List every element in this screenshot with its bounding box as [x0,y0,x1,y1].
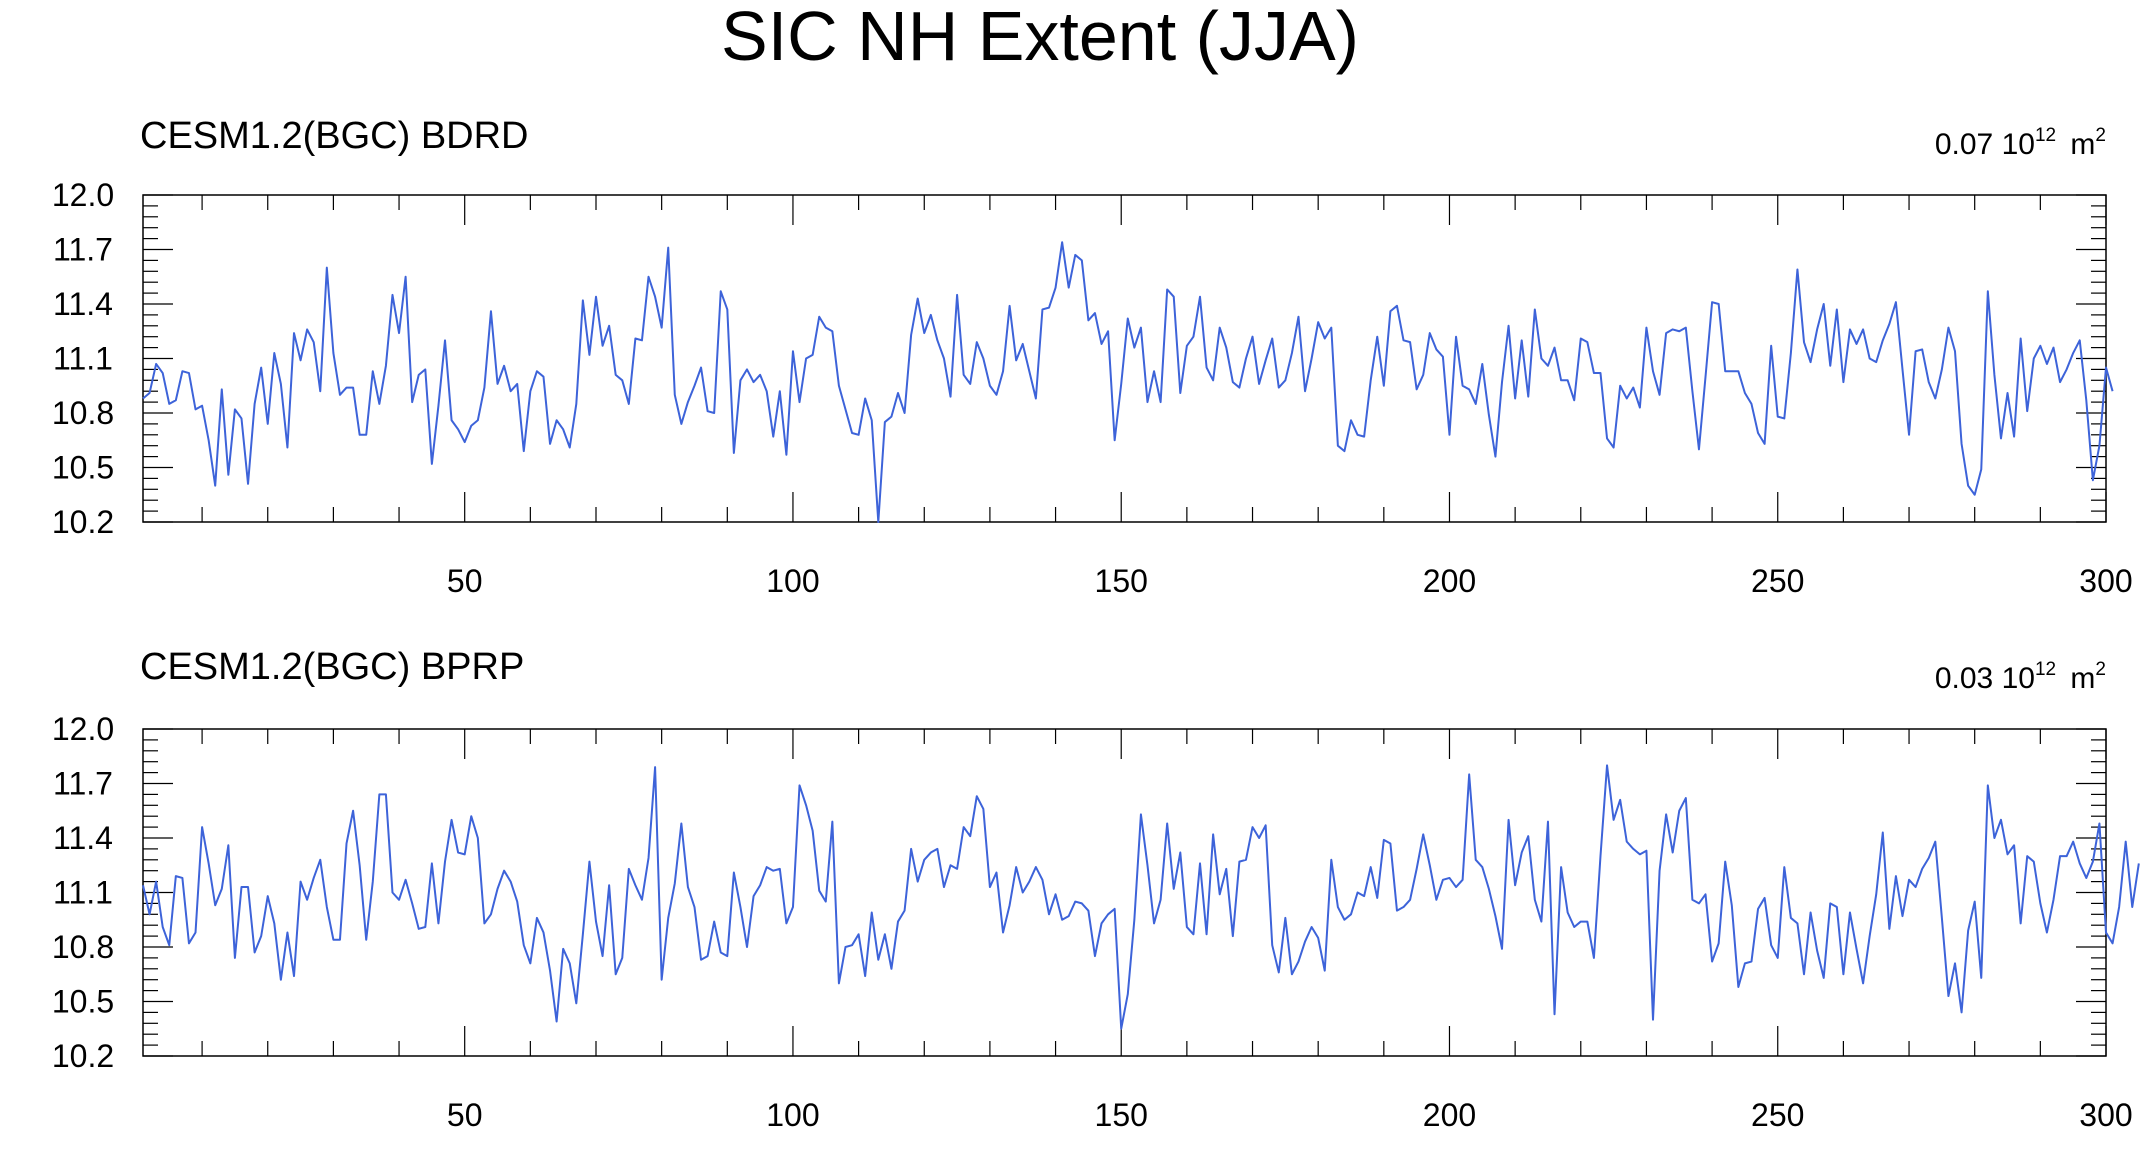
x-tick-label: 150 [1095,1097,1148,1133]
y-tick-label: 11.1 [53,341,113,377]
plot-area: 50 100 150 200 250 300 12.0 11.7 11.4 11.1 10.8 10.… [52,711,2140,1133]
y-tick-label: 12.0 [52,711,114,747]
figure-title: SIC NH Extent (JJA) [721,0,1359,75]
panel-units: 0.07 1012 m2 [1935,115,2106,161]
x-tick-label: 150 [1095,563,1148,599]
x-tick-label: 50 [447,1097,483,1133]
y-tick-label: 10.2 [52,504,114,540]
y-tick-label: 10.2 [52,1038,114,1074]
x-tick-label: 250 [1751,563,1804,599]
y-tick-label: 11.1 [53,875,113,911]
x-tick-label: 300 [2079,563,2132,599]
y-tick-label: 11.7 [53,232,113,268]
panel-bprp: CESM1.2(BGC) BPRP 0.03 1012 m2 50 100 150 2… [52,646,2140,1133]
x-tick-label: 100 [766,1097,819,1133]
y-tick-label: 10.8 [52,929,114,965]
panel-title: CESM1.2(BGC) BDRD [140,115,529,157]
y-tick-label: 10.5 [52,450,114,486]
panel-bdrd: CESM1.2(BGC) BDRD 0.07 1012 m2 50 100 150 2… [52,115,2133,599]
y-tick-label: 12.0 [52,177,114,213]
x-tick-label: 300 [2079,1097,2132,1133]
y-tick-label: 10.8 [52,395,114,431]
y-tick-label: 11.4 [53,820,113,856]
y-tick-label: 11.7 [53,766,113,802]
y-tick-label: 10.5 [52,984,114,1020]
x-tick-label: 200 [1423,563,1476,599]
plot-area: 50 100 150 200 250 300 12.0 11.7 11.4 11.1 10.8 10.… [52,177,2133,599]
x-tick-label: 200 [1423,1097,1476,1133]
y-tick-label: 11.4 [53,286,113,322]
series-line [142,241,2114,523]
panel-units: 0.03 1012 m2 [1935,649,2106,695]
x-tick-label: 50 [447,563,483,599]
panel-title: CESM1.2(BGC) BPRP [140,646,524,688]
series-line [142,764,2140,1030]
x-tick-label: 100 [766,563,819,599]
x-tick-label: 250 [1751,1097,1804,1133]
